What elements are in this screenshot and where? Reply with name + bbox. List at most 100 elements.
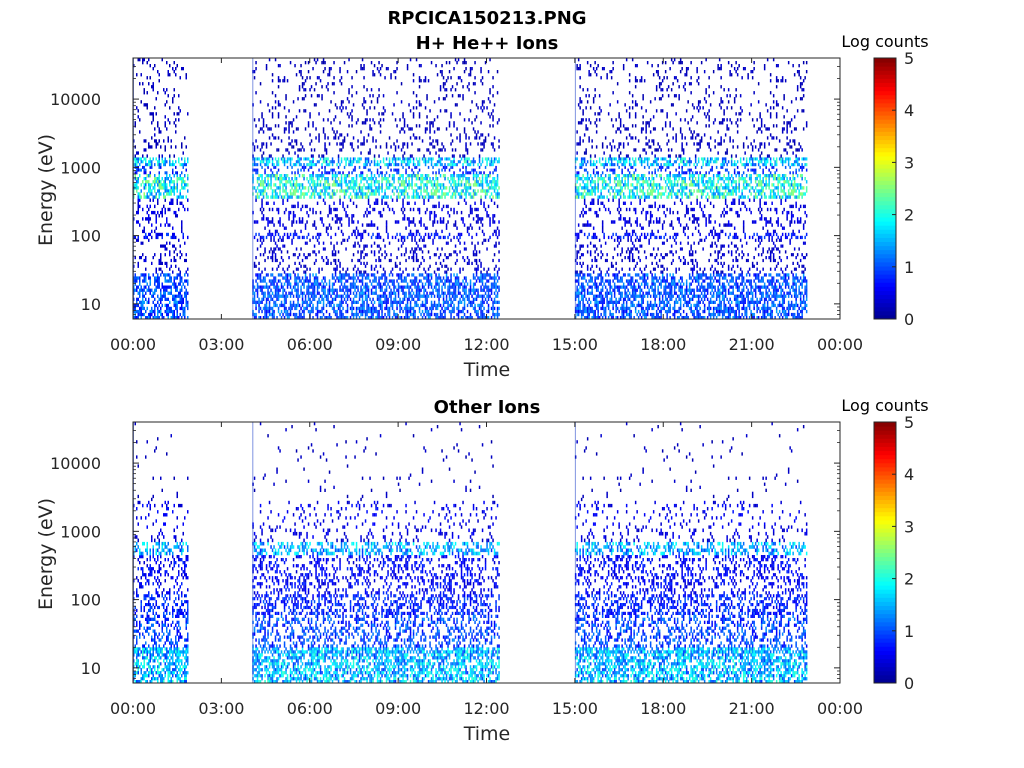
spectrogram-cell <box>469 285 472 289</box>
spectrogram-cell <box>420 312 422 317</box>
spectrogram-cell <box>436 291 439 295</box>
spectrogram-cell <box>351 214 353 218</box>
spectrogram-cell <box>325 189 328 193</box>
spectrogram-cell <box>438 291 440 295</box>
spectrogram-cell <box>369 279 371 283</box>
spectrogram-cell <box>436 232 439 237</box>
spectrogram-cell <box>462 217 464 221</box>
spectrogram-cell <box>176 316 178 320</box>
spectrogram-cell <box>424 316 427 320</box>
spectrogram-cell <box>327 258 329 263</box>
spectrogram-cell <box>457 316 460 320</box>
spectrogram-cell <box>496 192 499 196</box>
spectrogram-cell <box>453 160 455 164</box>
spectrogram-cell <box>385 300 388 304</box>
spectrogram-cell <box>394 168 397 172</box>
spectrogram-cell <box>487 174 490 178</box>
spectrogram-cell <box>378 316 380 320</box>
spectrogram-cell <box>376 171 379 175</box>
spectrogram-cell <box>277 177 280 181</box>
spectrogram-cell <box>352 136 355 140</box>
spectrogram-cell <box>163 316 165 320</box>
spectrogram-cell <box>279 79 281 83</box>
spectrogram-cell <box>384 279 386 283</box>
spectrogram-cell <box>264 258 266 263</box>
spectrogram-cell <box>369 204 371 209</box>
spectrogram-cell <box>259 180 262 184</box>
spectrogram-cell <box>348 58 350 62</box>
spectrogram-cell <box>469 210 472 215</box>
spectrogram-cell <box>334 288 337 292</box>
spectrogram-cell <box>361 186 364 190</box>
spectrogram-cell <box>319 195 322 199</box>
spectrogram-cell <box>294 276 296 280</box>
spectrogram-cell <box>259 183 262 187</box>
spectrogram-cell <box>160 183 162 187</box>
spectrogram-cell <box>436 180 439 184</box>
spectrogram-cell <box>417 177 419 181</box>
spectrogram-cell <box>496 189 499 193</box>
spectrogram-cell <box>418 279 421 283</box>
spectrogram-cell <box>160 256 162 260</box>
spectrogram-cell <box>158 232 160 237</box>
spectrogram-cell <box>427 198 430 202</box>
spectrogram-cell <box>411 306 413 311</box>
spectrogram-cell <box>457 174 460 178</box>
spectrogram-cell <box>448 282 451 286</box>
spectrogram-cell <box>463 154 466 158</box>
spectrogram-cell <box>400 127 403 131</box>
spectrogram-cell <box>493 285 496 289</box>
spectrogram-cell <box>459 177 461 181</box>
spectrogram-cell <box>429 273 431 277</box>
spectrogram-cell <box>376 100 379 104</box>
spectrogram-cell <box>169 223 171 227</box>
spectrogram-cell <box>432 192 434 196</box>
spectrogram-cell <box>460 180 463 184</box>
spectrogram-cell <box>405 163 407 167</box>
spectrogram-cell <box>444 109 446 113</box>
spectrogram-cell <box>167 177 169 181</box>
spectrogram-cell <box>381 186 383 190</box>
spectrogram-cell <box>382 177 385 181</box>
spectrogram-cell <box>276 148 278 152</box>
spectrogram-cell <box>283 244 286 248</box>
spectrogram-cell <box>385 145 388 149</box>
spectrogram-cell <box>181 294 183 298</box>
spectrogram-cell <box>139 312 141 317</box>
spectrogram-cell <box>361 300 364 304</box>
spectrogram-cell <box>142 207 144 212</box>
spectrogram-cell <box>166 273 168 277</box>
spectrogram-cell <box>472 160 475 164</box>
spectrogram-cell <box>336 180 338 184</box>
spectrogram-cell <box>262 207 265 212</box>
spectrogram-cell <box>441 195 443 199</box>
spectrogram-cell <box>397 288 400 292</box>
spectrogram-cell <box>327 163 329 167</box>
spectrogram-cell <box>349 285 352 289</box>
spectrogram-cell <box>155 279 157 283</box>
spectrogram-cell <box>300 247 302 251</box>
spectrogram-cell <box>465 288 467 292</box>
spectrogram-cell <box>175 160 177 164</box>
spectrogram-cell <box>334 180 337 184</box>
spectrogram-cell <box>367 303 370 308</box>
spectrogram-cell <box>158 127 160 131</box>
spectrogram-cell <box>387 180 389 184</box>
spectrogram-cell <box>451 195 454 199</box>
spectrogram-cell <box>327 180 329 184</box>
spectrogram-cell <box>134 183 136 187</box>
spectrogram-cell <box>328 303 331 308</box>
spectrogram-cell <box>309 163 311 167</box>
spectrogram-cell <box>262 160 265 164</box>
spectrogram-cell <box>456 82 458 86</box>
spectrogram-cell <box>349 276 352 280</box>
spectrogram-cell <box>166 285 168 289</box>
spectrogram-cell <box>285 121 287 125</box>
spectrogram-cell <box>424 309 427 314</box>
spectrogram-cell <box>328 316 331 320</box>
spectrogram-cell <box>370 174 373 178</box>
spectrogram-cell <box>157 121 159 125</box>
spectrogram-cell <box>289 294 292 298</box>
spectrogram-cell <box>334 115 337 119</box>
spectrogram-cell <box>283 189 286 193</box>
